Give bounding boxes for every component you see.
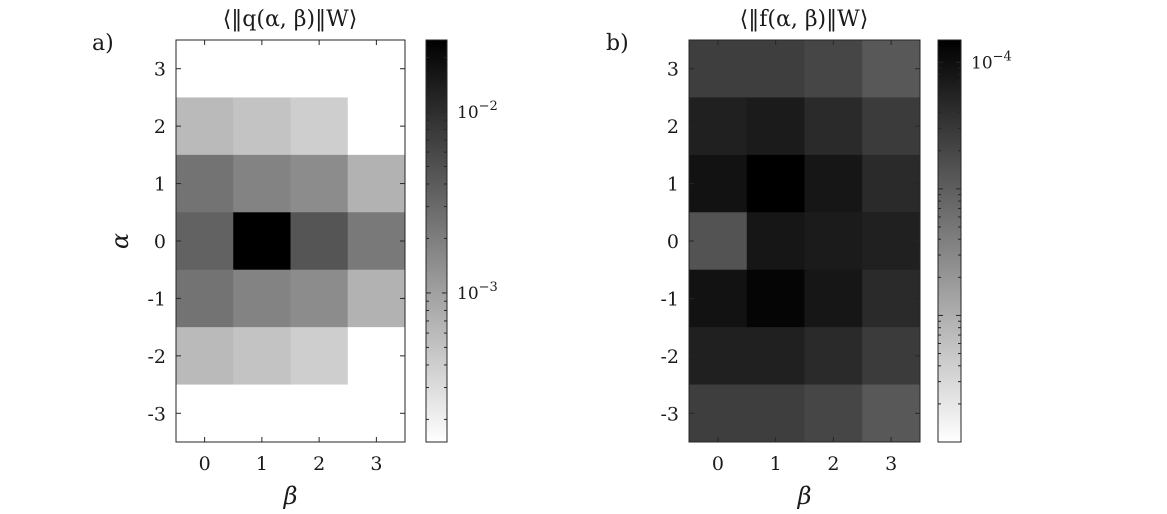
y-tick-label: -3	[660, 403, 679, 425]
heatmap-cell	[176, 40, 234, 98]
heatmap-cell	[290, 327, 349, 385]
heatmap-cell	[347, 40, 406, 98]
heatmap-cell	[290, 269, 349, 328]
heatmap-cell	[746, 327, 805, 385]
colorbar-gradient	[938, 40, 961, 442]
heatmap-cell	[233, 212, 291, 271]
y-tick-label: 3	[154, 59, 166, 81]
heatmap-cell	[233, 269, 291, 328]
x-tick-label: 3	[885, 453, 897, 475]
colorbar: 10−4	[937, 39, 1012, 443]
heatmap-cell	[176, 97, 234, 156]
heatmap-cell	[804, 269, 863, 328]
colorbar-frame	[937, 39, 962, 443]
heatmap-cell	[804, 384, 863, 443]
heatmap-cell	[746, 269, 805, 328]
y-tick-label: 1	[667, 174, 679, 196]
heatmap-cell	[689, 97, 748, 156]
heatmap-cell	[862, 97, 921, 156]
colorbar-tick-label: 10−3	[457, 280, 498, 304]
x-tick-label: 2	[313, 453, 325, 475]
y-tick-label: 2	[667, 116, 679, 138]
heatmap-cell	[176, 212, 234, 271]
heatmap-cell	[347, 154, 406, 213]
x-tick-label: 2	[827, 453, 839, 475]
y-tick-label: -1	[147, 288, 166, 310]
y-tick-label: 0	[154, 231, 166, 253]
colorbar: 10−2 10−3	[425, 39, 498, 443]
heatmap-panel-b: 0 1 2 3 3 2 1 0 -1 -2 -3 β ⟨‖f(α, β)‖W⟩ b) 10−4	[606, 7, 1012, 510]
heatmap-cell	[290, 97, 349, 156]
heatmap-cell	[804, 154, 863, 213]
y-tick-label: 3	[667, 59, 679, 81]
colorbar-frame	[425, 39, 448, 443]
heatmap-cell	[233, 327, 291, 385]
y-tick-label: 1	[154, 174, 166, 196]
heatmap-cell	[862, 40, 921, 98]
heatmap-cell	[290, 40, 349, 98]
heatmap-cell	[233, 97, 291, 156]
heatmap-cell	[233, 154, 291, 213]
heatmap-cell	[689, 40, 748, 98]
heatmap-cell	[862, 327, 921, 385]
heatmap-cell	[347, 97, 406, 156]
x-axis-label: β	[797, 482, 812, 510]
heatmap-cell	[689, 154, 748, 213]
heatmap-cell	[689, 212, 748, 271]
heatmap-cell	[233, 384, 291, 443]
heatmap-cell	[233, 40, 291, 98]
heatmap-cell	[290, 154, 349, 213]
heatmap-cell	[689, 384, 748, 443]
heatmap-cell	[804, 327, 863, 385]
x-axis-label: β	[283, 482, 298, 510]
heatmap-cell	[862, 212, 921, 271]
heatmap-cell	[176, 154, 234, 213]
colorbar-tick-label: 10−2	[457, 99, 498, 123]
heatmap-cell	[804, 40, 863, 98]
heatmap-cell	[804, 212, 863, 271]
panel-label: a)	[92, 31, 114, 56]
x-tick-label: 1	[256, 453, 268, 475]
heatmap-cell	[290, 212, 349, 271]
y-tick-label: 2	[154, 116, 166, 138]
heatmap-cell	[746, 384, 805, 443]
colorbar-gradient	[426, 40, 447, 442]
heatmap-cell	[689, 269, 748, 328]
panel-title: ⟨‖q(α, β)‖W⟩	[223, 7, 358, 32]
x-tick-label: 0	[199, 453, 211, 475]
heatmap-cell	[746, 97, 805, 156]
y-axis-label: α	[106, 233, 134, 249]
panel-title: ⟨‖f(α, β)‖W⟩	[740, 7, 869, 32]
heatmap-cell	[689, 327, 748, 385]
heatmap-cell	[862, 154, 921, 213]
heatmap-cell	[746, 154, 805, 213]
panel-label: b)	[606, 31, 629, 56]
y-tick-label: -1	[660, 288, 679, 310]
x-tick-label: 1	[770, 453, 782, 475]
heatmap-cell	[176, 384, 234, 443]
y-tick-label: -2	[660, 346, 679, 368]
heatmap-cell	[746, 212, 805, 271]
heatmap-cell	[347, 212, 406, 271]
y-tick-label: -3	[147, 403, 166, 425]
y-tick-label: -2	[147, 346, 166, 368]
heatmap-cell	[746, 40, 805, 98]
y-tick-label: 0	[667, 231, 679, 253]
heatmap-panel-a: 0 1 2 3 3 2 1 0 -1 -2 -3 β α ⟨‖q(α, β)‖W⟩ a) 10−2 10−3	[92, 7, 498, 510]
heatmap-cell	[347, 269, 406, 328]
heatmap-cell	[862, 384, 921, 443]
heatmap-cell	[176, 327, 234, 385]
heatmap-cell	[862, 269, 921, 328]
heatmap-cell	[290, 384, 349, 443]
x-tick-label: 0	[712, 453, 724, 475]
heatmap-cell	[347, 384, 406, 443]
x-tick-label: 3	[370, 453, 382, 475]
heatmap-cell	[804, 97, 863, 156]
colorbar-tick-label: 10−4	[971, 49, 1012, 73]
heatmap-cell	[347, 327, 406, 385]
heatmap-cell	[176, 269, 234, 328]
